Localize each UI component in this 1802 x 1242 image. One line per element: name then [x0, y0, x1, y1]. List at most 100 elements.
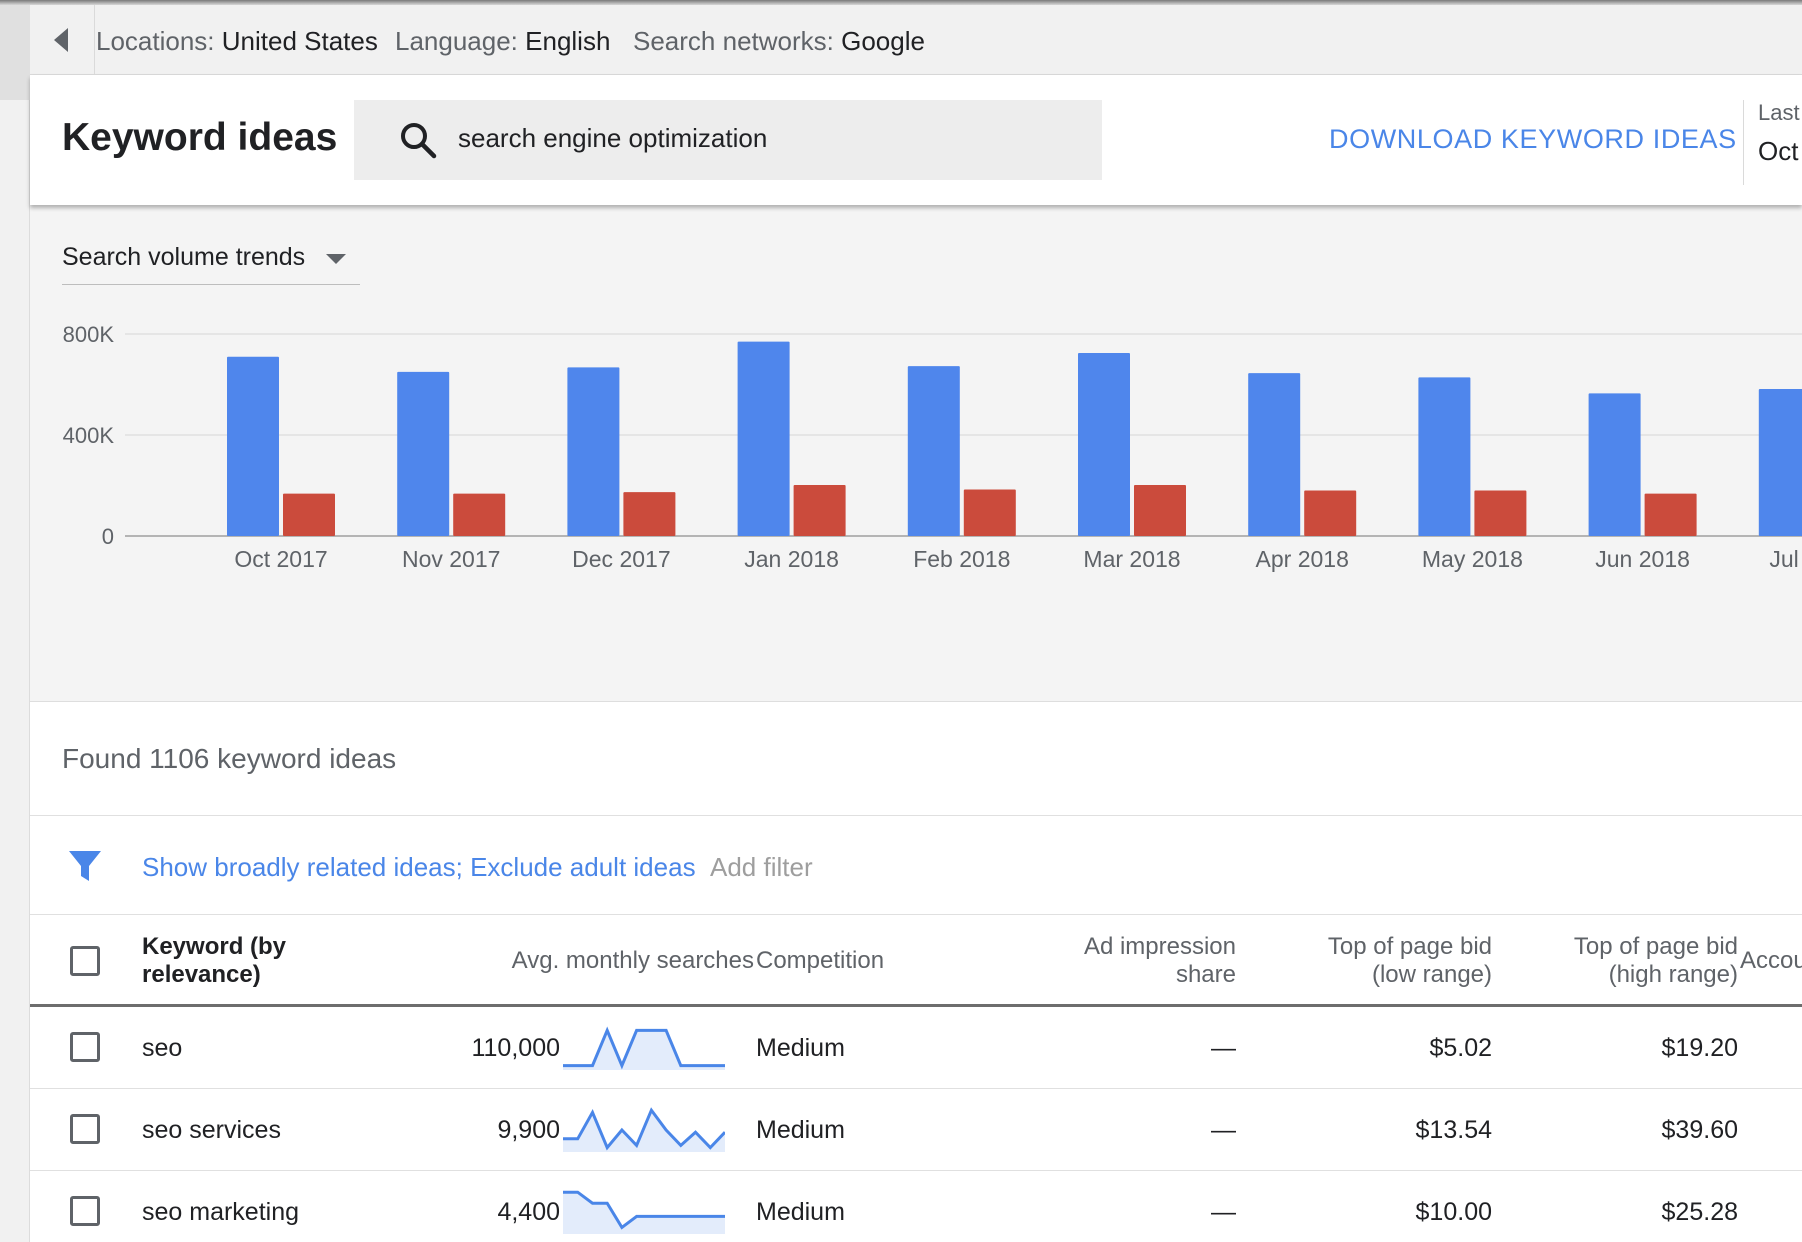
keyword-header-line2: relevance) — [142, 961, 261, 988]
bar — [963, 489, 1016, 536]
trend-sparkline — [563, 1190, 725, 1234]
x-tick-label: Oct 2017 — [234, 546, 327, 572]
row-checkbox[interactable] — [70, 1114, 100, 1144]
x-tick-label: Dec 2017 — [572, 546, 670, 572]
avg-monthly-searches-header[interactable]: Avg. monthly searches — [511, 947, 754, 974]
y-tick-label: 0 — [102, 524, 114, 549]
y-tick-label: 400K — [63, 423, 115, 448]
language-setting[interactable]: Language: English — [395, 26, 610, 57]
trend-sparkline — [563, 1026, 725, 1070]
bar — [1644, 493, 1697, 536]
bar — [1078, 352, 1130, 536]
bid-low-cell: $10.00 — [1415, 1198, 1492, 1226]
locations-label: Locations: — [96, 26, 215, 56]
bar — [567, 367, 620, 536]
targeting-bar: Locations: United States Language: Engli… — [30, 5, 1802, 75]
bid-high-header[interactable]: Top of page bid (high range) — [1486, 933, 1738, 989]
locations-setting[interactable]: Locations: United States — [96, 26, 378, 57]
keyword-column-header[interactable]: Keyword (by relevance) — [142, 933, 286, 989]
left-rail — [0, 5, 30, 1242]
search-volume-chart: 0 400K 800K Oct 2017 Nov 2017 Dec 2017 Jan 201… — [63, 322, 1802, 572]
bar — [1474, 490, 1527, 536]
avg-searches-cell: 9,900 — [497, 1116, 560, 1144]
bid-high-cell: $25.28 — [1661, 1198, 1738, 1226]
window-top-shadow — [0, 0, 1802, 5]
x-tick-label: Jun 2018 — [1595, 546, 1690, 572]
left-rail-tab[interactable] — [0, 5, 30, 100]
select-all-checkbox[interactable] — [70, 946, 100, 976]
impression-share-cell: — — [1211, 1034, 1236, 1062]
date-range-value: Oct — [1758, 136, 1799, 166]
bar — [907, 366, 960, 536]
keyword-cell: seo — [142, 1034, 183, 1062]
bar — [793, 484, 846, 536]
bar — [1758, 389, 1802, 536]
date-range-selector[interactable]: Last Oct — [1743, 100, 1802, 185]
impression-share-cell: — — [1211, 1198, 1236, 1226]
x-tick-label: Nov 2017 — [402, 546, 500, 572]
add-filter-button[interactable]: Add filter — [710, 852, 813, 882]
bid-low-cell: $5.02 — [1429, 1034, 1492, 1062]
x-tick-label: May 2018 — [1422, 546, 1523, 572]
table-row[interactable]: seo 110,000 Medium — $5.02 $19.20 — [30, 1007, 1802, 1089]
locations-value: United States — [221, 26, 378, 56]
bar — [737, 341, 790, 536]
account-header[interactable]: Accou — [1740, 947, 1802, 974]
bar — [283, 493, 335, 536]
sparkline-line — [563, 1026, 725, 1070]
competition-cell: Medium — [756, 1198, 845, 1226]
avg-searches-cell: 110,000 — [471, 1034, 560, 1062]
bid-high-cell: $39.60 — [1661, 1116, 1738, 1144]
bar — [1588, 393, 1641, 536]
bar — [453, 493, 506, 536]
bar — [623, 492, 676, 536]
caret-down-icon — [326, 254, 346, 264]
table-row[interactable]: seo marketing 4,400 Medium — $10.00 $25.… — [30, 1171, 1802, 1242]
impression-share-cell: — — [1211, 1116, 1236, 1144]
ad-impression-share-header[interactable]: Ad impression share — [990, 933, 1236, 989]
networks-value: Google — [841, 26, 925, 56]
impression-header-line2: share — [1175, 961, 1236, 988]
language-value: English — [525, 26, 611, 56]
keyword-cell: seo marketing — [142, 1198, 300, 1226]
sparkline-area — [563, 1030, 725, 1070]
bar — [1248, 373, 1301, 536]
avg-searches-cell: 4,400 — [497, 1198, 560, 1226]
download-keyword-ideas-button[interactable]: DOWNLOAD KEYWORD IDEAS — [1329, 124, 1737, 154]
bid-high-header-line2: (high range) — [1608, 961, 1738, 988]
bid-high-cell: $19.20 — [1661, 1034, 1738, 1062]
sparkline-line — [563, 1190, 725, 1230]
bar — [1304, 490, 1357, 536]
search-volume-trends-dropdown[interactable]: Search volume trends — [62, 233, 360, 285]
bid-high-header-line1: Top of page bid — [1573, 933, 1738, 960]
language-label: Language: — [395, 26, 518, 56]
active-filters-link[interactable]: Show broadly related ideas; Exclude adul… — [142, 852, 696, 882]
row-checkbox[interactable] — [70, 1196, 100, 1226]
x-tick-label: Jan 2018 — [744, 546, 839, 572]
bid-low-header[interactable]: Top of page bid (low range) — [1240, 933, 1492, 989]
search-icon — [401, 123, 437, 159]
date-range-label: Last — [1758, 100, 1800, 125]
x-tick-label: Feb 2018 — [913, 546, 1010, 572]
competition-header[interactable]: Competition — [756, 947, 885, 974]
trend-sparkline — [563, 1107, 725, 1152]
competition-cell: Medium — [756, 1034, 845, 1062]
bar — [227, 356, 279, 536]
keyword-ideas-table: Keyword (by relevance) Avg. monthly sear… — [30, 915, 1802, 1242]
search-input[interactable] — [458, 123, 1058, 154]
impression-header-line1: Ad impression — [1083, 933, 1236, 960]
search-volume-trends-label: Search volume trends — [62, 243, 306, 271]
search-volume-chart-section: 0 400K 800K Oct 2017 Nov 2017 Dec 2017 Jan 201… — [30, 205, 1802, 702]
keyword-cell: seo services — [142, 1116, 281, 1144]
back-button[interactable] — [30, 5, 95, 75]
bar — [397, 371, 450, 536]
arrow-left-icon — [54, 28, 68, 52]
filter-icon[interactable] — [68, 849, 102, 883]
table-row[interactable]: seo services 9,900 Medium — $13.54 $39.6… — [30, 1089, 1802, 1171]
networks-label: Search networks: — [633, 26, 834, 56]
keyword-search-box[interactable] — [354, 100, 1102, 180]
row-checkbox[interactable] — [70, 1032, 100, 1062]
networks-setting[interactable]: Search networks: Google — [633, 26, 925, 57]
page-title: Keyword ideas — [62, 116, 338, 159]
x-tick-label: Mar 2018 — [1083, 546, 1180, 572]
